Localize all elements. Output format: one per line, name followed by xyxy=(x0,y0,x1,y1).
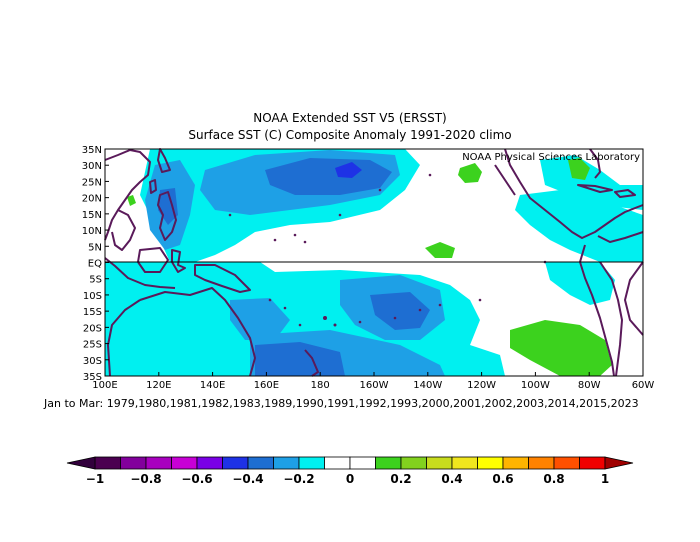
title-line-2: Surface SST (C) Composite Anomaly 1991-2… xyxy=(188,128,511,142)
colorbar-tick-label: 0.2 xyxy=(390,472,411,486)
colorbar-swatch xyxy=(451,456,478,470)
colorbar-swatch xyxy=(196,456,223,470)
colorbar-swatch xyxy=(426,456,453,470)
lat-label: 20S xyxy=(83,323,102,334)
north-america-coast xyxy=(504,148,644,239)
lon-label: 140E xyxy=(200,380,225,391)
lat-label: 25N xyxy=(82,177,102,188)
lat-label: 5N xyxy=(88,242,102,253)
indochina-coast xyxy=(111,209,136,251)
lat-label: 5S xyxy=(89,275,102,286)
colorbar-swatch xyxy=(298,456,325,470)
lat-label: 35N xyxy=(82,145,102,156)
colorbar-swatch xyxy=(400,456,427,470)
new-guinea-coast xyxy=(194,264,251,293)
midblue-region-north-pacific xyxy=(265,158,392,195)
latitude-axis: 35N 30N 25N 20N 15N 10N 5N EQ 5S 10S 15S 20S 25S 30S 3… xyxy=(82,145,109,383)
colorbar-swatch xyxy=(222,456,249,470)
colorbar-tick-label: −1 xyxy=(86,472,104,486)
colorbar-tick-label: 0 xyxy=(346,472,354,486)
longitude-axis: 100E 120E 140E 160E 180 160W 140W 120W 100W 80W 60… xyxy=(92,372,654,391)
new-zealand-coast xyxy=(304,349,319,377)
cuba-coast xyxy=(577,184,613,193)
colorbar-swatch xyxy=(579,456,606,470)
anomaly-shading xyxy=(105,149,643,376)
lat-label: 30N xyxy=(82,161,102,172)
lat-label: 20N xyxy=(82,194,102,205)
taiwan-coast xyxy=(149,179,157,194)
lab-watermark: NOAA Physical Sciences Laboratory xyxy=(462,152,640,163)
colorbar-tick-label: 0.6 xyxy=(492,472,513,486)
cyan-region-caribbean xyxy=(540,155,643,210)
green-region-southeast xyxy=(510,320,612,376)
lon-label: 140W xyxy=(413,380,442,391)
colorbar-swatch xyxy=(171,456,198,470)
colorbar-swatch xyxy=(477,456,504,470)
colorbar-swatch xyxy=(94,456,121,470)
lon-label: 100W xyxy=(521,380,550,391)
green-region-equatorial xyxy=(425,242,455,258)
colorbar-swatch xyxy=(145,456,172,470)
composite-years-caption: Jan to Mar: 1979,1980,1981,1982,1983,198… xyxy=(43,397,639,410)
colorbar-tick-label: 0.4 xyxy=(441,472,462,486)
colorbar: −1 −0.8 −0.6 −0.4 −0.2 0 0.2 0.4 0.6 0.8 1 xyxy=(66,456,634,486)
baja-coast xyxy=(494,164,516,196)
cyan-region-east-pacific xyxy=(515,190,643,262)
green-region-baja xyxy=(458,163,482,183)
midblue-region-south xyxy=(370,292,430,330)
colorbar-tick-label: −0.4 xyxy=(232,472,263,486)
lat-label: 30S xyxy=(83,356,102,367)
lat-label: 10S xyxy=(83,291,102,302)
colorbar-high-arrow xyxy=(604,456,634,470)
lon-label: 60W xyxy=(632,380,655,391)
colorbar-tick-label: 1 xyxy=(601,472,609,486)
japan-coast xyxy=(157,148,171,173)
philippines-coast xyxy=(157,191,177,241)
lon-label: 160W xyxy=(360,380,389,391)
lon-label: 120W xyxy=(467,380,496,391)
midblue-region-south-west xyxy=(255,342,345,376)
map-panel: NOAA Physical Sciences Laboratory xyxy=(104,148,644,377)
hispaniola-coast xyxy=(614,189,636,198)
lat-label: 15N xyxy=(82,210,102,221)
andes-border xyxy=(599,261,623,377)
lat-label: 35S xyxy=(83,372,102,383)
lon-label: 160E xyxy=(254,380,279,391)
cyan-region-peru xyxy=(545,262,615,305)
colorbar-swatch xyxy=(247,456,274,470)
colorbar-tick-label: −0.8 xyxy=(130,472,161,486)
lat-label: 25S xyxy=(83,340,102,351)
lon-label: 120E xyxy=(146,380,171,391)
colorbar-swatch xyxy=(375,456,402,470)
south-america-coast xyxy=(579,231,644,377)
green-region-caribbean xyxy=(568,158,590,180)
colorbar-tick-label: 0.8 xyxy=(543,472,564,486)
colorbar-low-arrow xyxy=(66,456,96,470)
colorbar-swatch xyxy=(324,456,351,470)
asia-coast xyxy=(104,149,151,241)
australia-coast xyxy=(107,287,256,377)
green-region-china-coast xyxy=(127,195,136,206)
lat-label: EQ xyxy=(88,259,102,270)
colorbar-tick-label: −0.2 xyxy=(283,472,314,486)
darkblue-region-north-pacific xyxy=(335,162,362,178)
title-line-1: NOAA Extended SST V5 (ERSST) xyxy=(253,111,446,125)
colorbar-tick-label: −0.6 xyxy=(181,472,212,486)
colorbar-swatch xyxy=(349,456,376,470)
coastlines xyxy=(104,148,644,377)
colorbar-swatch xyxy=(553,456,580,470)
colorbar-swatch xyxy=(120,456,147,470)
lon-label: 80W xyxy=(578,380,601,391)
lon-label: 100E xyxy=(92,380,117,391)
islands xyxy=(228,173,547,327)
colorbar-swatch xyxy=(502,456,529,470)
lon-label: 180 xyxy=(311,380,330,391)
colorbar-swatch xyxy=(273,456,300,470)
sumatra-java-coast xyxy=(104,257,176,289)
lat-label: 15S xyxy=(83,307,102,318)
colorbar-swatch xyxy=(528,456,555,470)
florida-coast xyxy=(589,148,601,179)
lat-label: 10N xyxy=(82,226,102,237)
